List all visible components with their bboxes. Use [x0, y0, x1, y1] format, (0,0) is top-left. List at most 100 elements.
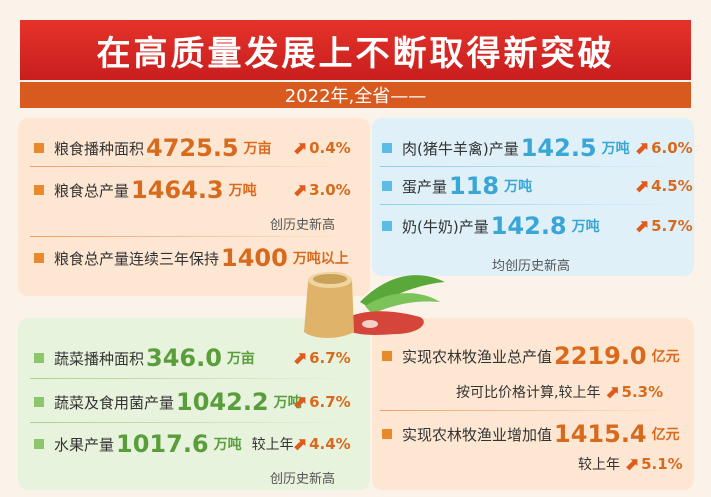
egg-value: 118 — [449, 172, 500, 200]
bullet-icon — [382, 143, 392, 153]
veg-record-note: 创历史新高 — [270, 472, 336, 487]
grain-output-label: 粮食总产量 — [54, 181, 130, 200]
grain-stable-label: 粮食总产量连续三年保持 — [54, 249, 220, 268]
grain-output-pct: 3.0% — [309, 181, 351, 199]
meat-value: 142.5 — [520, 134, 597, 162]
agri-total-value: 2219.0 — [554, 342, 647, 370]
livestock-record-note: 均创历史新高 — [492, 259, 571, 274]
veg-output-unit: 万吨 — [273, 395, 302, 411]
agri-total-note: 按可比价格计算,较上年 — [456, 385, 601, 401]
bullet-icon — [34, 439, 44, 449]
grain-area-unit: 万亩 — [243, 141, 272, 157]
agri-added-note: 较上年 — [578, 457, 620, 473]
veg-output-label: 蔬菜及食用菌产量 — [54, 393, 175, 412]
grain-bag-meat-vegetable-illustration — [304, 271, 445, 338]
agri-total-change: 按可比价格计算,较上年 ⬈ 5.3% — [456, 376, 663, 408]
veg-area-pct: 6.7% — [309, 349, 351, 367]
up-arrow-icon: ⬈ — [292, 433, 308, 455]
milk-unit: 万吨 — [571, 219, 600, 235]
meat-icon — [340, 311, 424, 335]
up-arrow-icon: ⬈ — [634, 137, 650, 159]
up-arrow-icon: ⬈ — [634, 215, 650, 237]
veg-area-change: ⬈ 6.7% — [292, 342, 351, 374]
bullet-icon — [34, 143, 44, 153]
vegetables-panel — [18, 318, 370, 490]
milk-pct: 5.7% — [651, 217, 693, 235]
bullet-icon — [382, 181, 392, 191]
agri-added-label: 实现农林牧渔业增加值 — [402, 425, 553, 444]
milk-row: 奶(牛奶)产量 142.8 万吨 — [382, 210, 600, 242]
grain-output-unit: 万吨 — [228, 183, 257, 199]
agri-added-change: 较上年 ⬈ 5.1% — [578, 448, 683, 480]
egg-unit: 万吨 — [504, 179, 533, 195]
divider — [30, 236, 350, 237]
milk-value: 142.8 — [490, 212, 567, 240]
leaf-icon — [365, 293, 440, 314]
bullet-icon — [34, 253, 44, 263]
grain-area-change: ⬈ 0.4% — [292, 132, 351, 164]
meat-pct: 6.0% — [651, 139, 693, 157]
divider — [30, 422, 350, 423]
grain-area-label: 粮食播种面积 — [54, 139, 145, 158]
egg-row: 蛋产量 118 万吨 — [382, 170, 532, 202]
up-arrow-icon: ⬈ — [292, 391, 308, 413]
agri-total-row: 实现农林牧渔业总产值 2219.0 亿元 — [382, 340, 680, 372]
grain-area-value: 4725.5 — [146, 134, 239, 162]
veg-area-row: 蔬菜播种面积 346.0 万亩 — [34, 342, 255, 374]
fruit-unit: 万吨 — [213, 437, 242, 453]
egg-label: 蛋产量 — [402, 177, 448, 196]
livestock-panel — [372, 118, 694, 276]
egg-change: ⬈ 4.5% — [634, 170, 693, 202]
fruit-value: 1017.6 — [116, 430, 209, 458]
meat-label: 肉(猪牛羊禽)产量 — [402, 139, 519, 158]
grain-area-row: 粮食播种面积 4725.5 万亩 — [34, 132, 272, 164]
fruit-compare-label: 较上年 — [251, 437, 294, 453]
agri-total-label: 实现农林牧渔业总产值 — [402, 347, 553, 366]
grain-output-value: 1464.3 — [131, 176, 224, 204]
grain-output-change: ⬈ 3.0% — [292, 174, 351, 206]
up-arrow-icon: ⬈ — [634, 175, 650, 197]
milk-change: ⬈ 5.7% — [634, 210, 693, 242]
agri-added-unit: 亿元 — [651, 427, 680, 443]
agri-added-value: 1415.4 — [554, 420, 647, 448]
divider — [30, 378, 350, 379]
grain-area-pct: 0.4% — [309, 139, 351, 157]
up-arrow-icon: ⬈ — [624, 453, 640, 475]
up-arrow-icon: ⬈ — [292, 137, 308, 159]
fruit-change: ⬈ 4.4% — [292, 428, 351, 460]
fruit-pct: 4.4% — [309, 435, 351, 453]
veg-area-value: 346.0 — [146, 344, 222, 372]
veg-output-row: 蔬菜及食用菌产量 1042.2 万吨 — [34, 386, 302, 418]
meat-change: ⬈ 6.0% — [634, 132, 693, 164]
page-title: 在高质量发展上不断取得新突破 — [20, 20, 691, 80]
agri-total-unit: 亿元 — [651, 349, 680, 365]
grain-output-row: 粮食总产量 1464.3 万吨 — [34, 174, 257, 206]
up-arrow-icon: ⬈ — [292, 347, 308, 369]
veg-area-label: 蔬菜播种面积 — [54, 349, 145, 368]
bullet-icon — [382, 351, 392, 361]
divider — [380, 204, 680, 205]
up-arrow-icon: ⬈ — [604, 381, 620, 403]
veg-area-unit: 万亩 — [226, 351, 255, 367]
meat-unit: 万吨 — [601, 141, 630, 157]
egg-pct: 4.5% — [651, 177, 693, 195]
grain-stable-row: 粮食总产量连续三年保持 1400 万吨以上 — [34, 242, 349, 274]
divider — [380, 410, 680, 411]
bullet-icon — [34, 353, 44, 363]
bullet-icon — [382, 429, 392, 439]
page-subtitle: 2022年,全省—— — [20, 82, 691, 108]
fruit-row: 水果产量 1017.6 万吨 较上年 — [34, 428, 294, 460]
up-arrow-icon: ⬈ — [292, 179, 308, 201]
agri-value-panel — [372, 318, 694, 490]
milk-label: 奶(牛奶)产量 — [402, 217, 489, 236]
fruit-label: 水果产量 — [54, 435, 115, 454]
agri-total-pct: 5.3% — [621, 383, 664, 401]
grain-panel — [18, 118, 370, 296]
bullet-icon — [34, 185, 44, 195]
bullet-icon — [382, 221, 392, 231]
bullet-icon — [34, 397, 44, 407]
veg-output-pct: 6.7% — [309, 393, 351, 411]
grain-stable-value: 1400 — [221, 244, 288, 272]
grain-bag-icon — [304, 271, 354, 338]
agri-added-row: 实现农林牧渔业增加值 1415.4 亿元 — [382, 418, 680, 450]
